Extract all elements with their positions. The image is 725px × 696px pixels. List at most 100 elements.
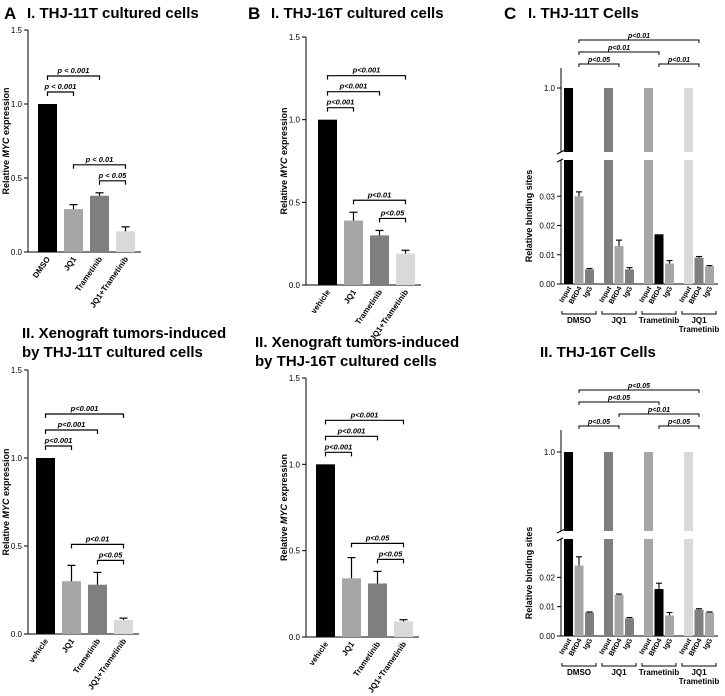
category-label: JQ1 — [60, 637, 76, 655]
group-name: Trametinib — [679, 677, 720, 686]
panel-title: II. THJ-16T Cells — [540, 344, 656, 361]
bar-10-lower — [684, 539, 693, 636]
group-name: Trametinib — [639, 668, 680, 677]
bracket-line — [46, 75, 101, 80]
bar-1-upper — [564, 88, 573, 152]
bracket-line — [618, 413, 700, 417]
significance-bracket: p<0.001 — [324, 410, 405, 425]
bracket-line — [324, 451, 353, 457]
bar-2 — [342, 578, 361, 637]
bar-4 — [114, 619, 133, 634]
bracket-line — [324, 419, 405, 425]
panel-heading-b2: II. Xenograft tumors-induced by THJ-16T c… — [255, 334, 459, 370]
p-value-label: p<0.001 — [352, 66, 381, 75]
bar-8 — [654, 234, 664, 284]
p-value-label: p < 0.01 — [85, 155, 114, 164]
significance-bracket: p < 0.001 — [46, 66, 101, 80]
bar-5 — [614, 245, 624, 284]
bar-1 — [38, 104, 57, 252]
group-label: Trametinib — [639, 663, 680, 677]
bar-1-lower — [564, 160, 573, 284]
y-axis-label: Relative MYC expression — [279, 107, 289, 214]
group-bracket — [601, 311, 637, 315]
category-label: IgG — [622, 285, 634, 299]
y-tick-label: 0.0 — [289, 281, 301, 290]
p-value-label: p<0.001 — [350, 410, 379, 419]
p-value-label: p<0.001 — [326, 98, 355, 107]
p-value-label: p<0.05 — [587, 57, 610, 64]
bar-9 — [665, 263, 674, 284]
p-value-label: p<0.001 — [337, 426, 366, 435]
category-label: JQ1 — [342, 288, 358, 306]
significance-bracket: p < 0.05 — [98, 171, 127, 185]
p-value-label: p<0.001 — [339, 82, 368, 91]
bar-6 — [625, 269, 634, 284]
significance-bracket: p<0.05 — [378, 208, 407, 223]
bracket-line — [578, 51, 660, 55]
category-label: vehicle — [307, 640, 330, 668]
category-label: IgG — [702, 637, 714, 651]
bar-break-gap — [643, 531, 654, 539]
category-label: IgG — [582, 637, 594, 651]
p-value-label: p<0.01 — [667, 57, 690, 64]
axis-break-mark — [556, 528, 566, 534]
bracket-line — [46, 91, 75, 96]
bracket-line — [326, 107, 355, 112]
panel-heading-c1: C I. THJ-11T Cells — [504, 4, 639, 23]
y-tick-label: 0.5 — [11, 174, 23, 183]
group-label: JQ1 — [601, 663, 637, 677]
bar-5 — [614, 594, 624, 636]
group-bracket — [561, 311, 597, 315]
bar-4-lower — [604, 160, 613, 284]
y-tick-label: 1.0 — [544, 448, 556, 457]
bar-1 — [318, 119, 337, 286]
bar-4 — [394, 621, 413, 637]
significance-bracket: p<0.01 — [70, 534, 125, 549]
bar-10-lower — [684, 160, 693, 284]
y-tick-label: 1.0 — [544, 84, 556, 93]
group-bracket — [681, 663, 717, 667]
p-value-label: p < 0.001 — [57, 66, 90, 75]
p-value-label: p<0.05 — [667, 419, 690, 426]
bracket-line — [326, 91, 381, 96]
bracket-line — [350, 542, 405, 548]
bar-4-upper — [604, 452, 613, 531]
group-bracket — [681, 311, 717, 315]
significance-bracket: p<0.05 — [96, 550, 125, 565]
panel-heading-a1: A I. THJ-11T cultured cells — [4, 4, 199, 23]
y-tick-label: 0.01 — [539, 603, 555, 612]
y-tick-label: 1.5 — [11, 26, 23, 35]
y-tick-label: 0.5 — [11, 542, 23, 551]
group-bracket — [601, 663, 637, 667]
y-tick-label: 0.03 — [539, 192, 555, 201]
group-name: JQ1 — [691, 316, 707, 325]
bar-10-upper — [684, 88, 693, 152]
significance-bracket: p<0.001 — [324, 426, 379, 441]
y-axis-label: Relative binding sites — [524, 170, 534, 263]
panel-title: II. Xenograft tumors-induced — [255, 334, 459, 351]
bar-4 — [116, 231, 135, 252]
p-value-label: p<0.05 — [380, 208, 405, 217]
group-label: DMSO — [561, 311, 597, 325]
category-label: JQ1 — [62, 255, 78, 273]
bar-3 — [368, 583, 387, 637]
panel-title: I. THJ-16T cultured cells — [271, 5, 444, 22]
bar-1 — [36, 458, 55, 634]
chart-b1: 0.0 0.5 1.0 1.5 Relative MYC expression vehic… — [279, 33, 421, 343]
group-name: DMSO — [567, 316, 591, 325]
bar-break-gap — [683, 152, 694, 160]
bracket-line — [578, 401, 660, 405]
group-name: JQ1 — [691, 668, 707, 677]
bar-break-gap — [603, 152, 614, 160]
chart-b2: 0.0 0.5 1.0 1.5 Relative MYC expression vehic… — [279, 374, 419, 695]
panel-letter: A — [4, 4, 16, 23]
y-axis-label: Relative MYC expression — [279, 454, 289, 561]
y-tick-label: 1.0 — [289, 460, 301, 469]
bracket-line — [352, 199, 407, 205]
category-label: IgG — [662, 637, 674, 651]
y-tick-label: 1.0 — [11, 454, 23, 463]
bar-3 — [585, 269, 594, 284]
significance-bracket: p < 0.001 — [44, 82, 76, 96]
